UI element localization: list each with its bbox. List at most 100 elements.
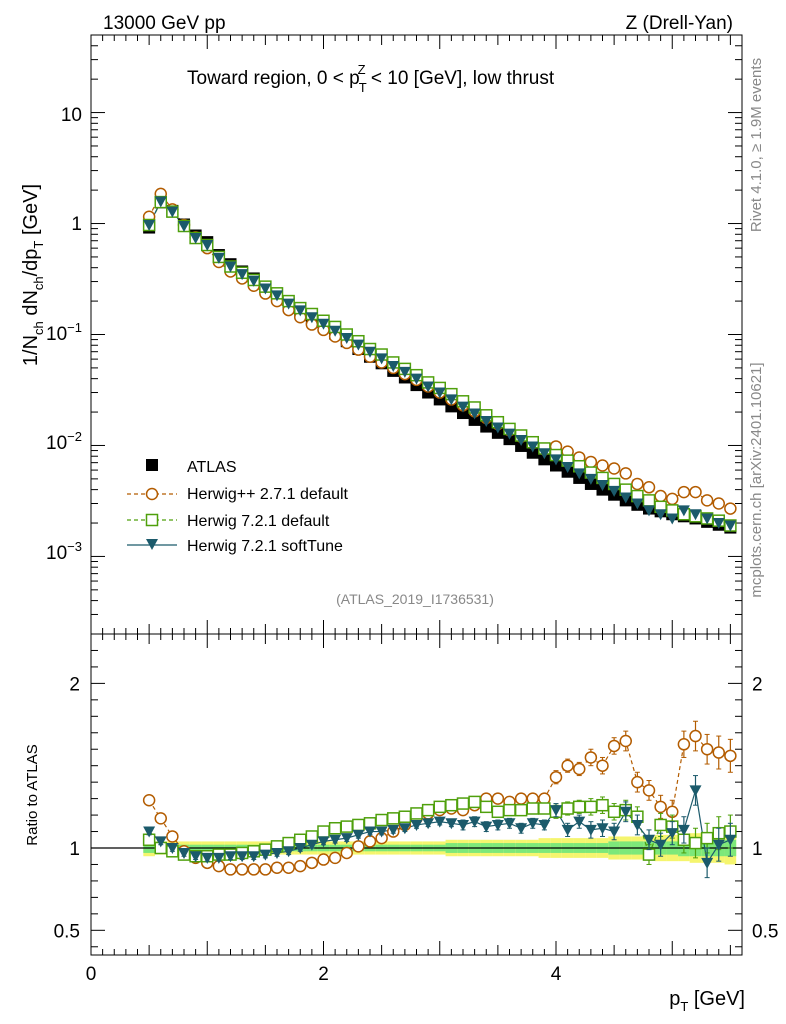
ratio-point-herwig-7-2-1-default [573, 800, 586, 814]
side-mcplots-text: mcplots.cern.ch [arXiv:2401.10621] [748, 362, 765, 597]
main-y-axis-ticks [90, 34, 742, 635]
main-point-herwig-7-2-1-softtune [584, 473, 597, 485]
main-point-herwig-7-2-1-softtune [259, 283, 272, 295]
ratio-point-herwig-7-2-1-softtune [445, 818, 458, 830]
ratio-point-herwig-7-2-1-softtune [666, 828, 679, 840]
ratio-point-herwig-2-7-1-default [631, 775, 644, 789]
header-left: 13000 GeV pp [103, 13, 226, 34]
ratio-point-herwig-7-2-1-softtune [724, 834, 737, 846]
main-y-tick-labels: 10 1 10−1 10−2 10−3 [46, 105, 82, 564]
ratio-point-herwig-2-7-1-default [700, 742, 714, 756]
main-point-herwig-7-2-1-softtune [143, 219, 156, 231]
main-point-herwig-7-2-1-softtune [212, 252, 225, 264]
ratio-point-herwig-7-2-1-softtune [608, 826, 621, 838]
main-point-herwig-7-2-1-softtune [317, 318, 330, 330]
ratio-point-herwig-7-2-1-default [398, 810, 412, 823]
ratio-point-herwig-7-2-1-default [480, 800, 493, 814]
main-point-herwig-7-2-1-softtune [491, 422, 504, 434]
main-point-herwig-7-2-1-softtune [480, 416, 493, 428]
ratio-point-herwig-7-2-1-softtune [178, 847, 190, 859]
ratio-point-herwig-2-7-1-default [491, 792, 505, 805]
ratio-point-herwig-7-2-1-default [607, 805, 621, 819]
ratio-point-herwig-7-2-1-default [456, 797, 470, 810]
legend-label-herwigpp: Herwig++ 2.7.1 default [187, 486, 349, 503]
ratio-point-herwig-7-2-1-softtune [154, 836, 167, 848]
main-point-herwig-7-2-1-softtune [457, 401, 469, 413]
plot-title: Toward region, 0 < pTZ < 10 [GeV], low t… [187, 62, 555, 95]
ratio-point-herwig-7-2-1-default [596, 798, 609, 812]
ratio-point-herwig-7-2-1-softtune [515, 823, 528, 835]
ratio-point-herwig-2-7-1-default [270, 861, 284, 875]
ratio-point-herwig-7-2-1-softtune [201, 852, 214, 864]
ratio-point-herwig-7-2-1-default [491, 805, 505, 819]
main-point-atlas [538, 453, 551, 466]
main-point-atlas [550, 459, 562, 472]
main-point-herwig-7-2-1-softtune [166, 206, 179, 218]
ratio-point-herwig-7-2-1-default [689, 836, 702, 850]
main-point-herwig-7-2-1-softtune [619, 492, 632, 504]
ratio-point-herwig-7-2-1-softtune [212, 852, 225, 864]
ratio-point-herwig-2-7-1-default [654, 800, 667, 814]
ratio-point-herwig-7-2-1-softtune [329, 834, 342, 846]
ratio-point-herwig-7-2-1-softtune [247, 851, 260, 863]
ratio-point-herwig-2-7-1-default [154, 812, 167, 825]
analysis-id: (ATLAS_2019_I1736531) [336, 591, 494, 607]
ratio-point-herwig-7-2-1-softtune [282, 846, 295, 858]
ratio-point-herwig-7-2-1-softtune [480, 821, 493, 833]
main-point-herwig-7-2-1-softtune [654, 509, 667, 521]
ratio-ytick-label-right-0.5: 0.5 [752, 921, 778, 942]
ratio-point-herwig-7-2-1-softtune [457, 819, 469, 831]
ratio-point-herwig-7-2-1-softtune [643, 834, 655, 846]
ratio-point-herwig-2-7-1-default [514, 792, 528, 805]
ratio-point-herwig-7-2-1-softtune [654, 839, 667, 851]
xtick-label-2: 2 [318, 964, 329, 985]
main-point-herwig-7-2-1-softtune [178, 221, 190, 233]
main-point-herwig-7-2-1-softtune [236, 269, 249, 281]
main-ytick-label-0.01: 10−2 [46, 429, 82, 454]
main-point-herwig-7-2-1-softtune [573, 468, 586, 480]
ratio-point-herwig-7-2-1-default [375, 813, 388, 827]
ratio-point-herwig-2-7-1-default [317, 853, 330, 866]
legend-marker-herwigpp [145, 487, 159, 501]
main-point-herwig-7-2-1-softtune [305, 312, 318, 324]
ratio-point-herwig-2-7-1-default [247, 863, 260, 876]
ratio-point-herwig-7-2-1-softtune [305, 839, 318, 851]
main-point-atlas [526, 446, 539, 459]
main-point-herwig-2-7-1-default [584, 455, 598, 469]
main-point-herwig-2-7-1-default [724, 502, 737, 515]
main-ytick-label-1: 1 [71, 214, 82, 235]
main-point-herwig-7-2-1-softtune [701, 513, 714, 525]
ratio-point-herwig-2-7-1-default [619, 734, 632, 748]
ratio-point-herwig-2-7-1-default [352, 840, 365, 853]
main-point-herwig-7-2-1-softtune [398, 366, 411, 378]
xtick-label-4: 4 [551, 964, 562, 985]
ratio-point-herwig-7-2-1-default [445, 798, 458, 812]
main-point-herwig-7-2-1-softtune [712, 518, 725, 530]
ratio-point-herwig-7-2-1-softtune [561, 824, 574, 836]
ratio-point-herwig-2-7-1-default [712, 746, 725, 759]
ratio-point-herwig-2-7-1-default [328, 851, 342, 865]
main-point-herwig-2-7-1-default [642, 481, 656, 494]
ratio-point-herwig-7-2-1-default [526, 802, 539, 815]
ratio-point-herwig-7-2-1-softtune [352, 829, 365, 841]
ratio-point-herwig-7-2-1-softtune [573, 816, 586, 828]
main-point-herwig-7-2-1-softtune [468, 408, 481, 420]
ratio-point-herwig-7-2-1-softtune [294, 843, 307, 854]
ratio-point-herwig-7-2-1-default [561, 802, 574, 815]
main-point-herwig-7-2-1-default [642, 494, 656, 507]
ratio-point-herwig-7-2-1-softtune [317, 836, 330, 848]
ratio-point-herwig-7-2-1-default [584, 800, 598, 814]
ratio-point-herwig-2-7-1-default [142, 794, 156, 807]
legend-marker-atlas [146, 459, 158, 471]
ratio-point-herwig-7-2-1-softtune [166, 843, 179, 854]
ratio-point-herwig-7-2-1-softtune [550, 805, 562, 817]
ratio-point-herwig-7-2-1-softtune [503, 818, 516, 830]
main-point-herwig-7-2-1-softtune [387, 361, 400, 373]
main-point-herwig-7-2-1-softtune [340, 332, 353, 344]
main-point-herwig-7-2-1-softtune [201, 240, 214, 252]
ratio-point-herwig-7-2-1-softtune [340, 833, 353, 845]
ratio-point-herwig-7-2-1-softtune [364, 826, 376, 838]
ratio-point-herwig-2-7-1-default [235, 863, 249, 876]
ratio-point-herwig-7-2-1-softtune [689, 785, 702, 797]
header-right: Z (Drell-Yan) [626, 13, 733, 34]
